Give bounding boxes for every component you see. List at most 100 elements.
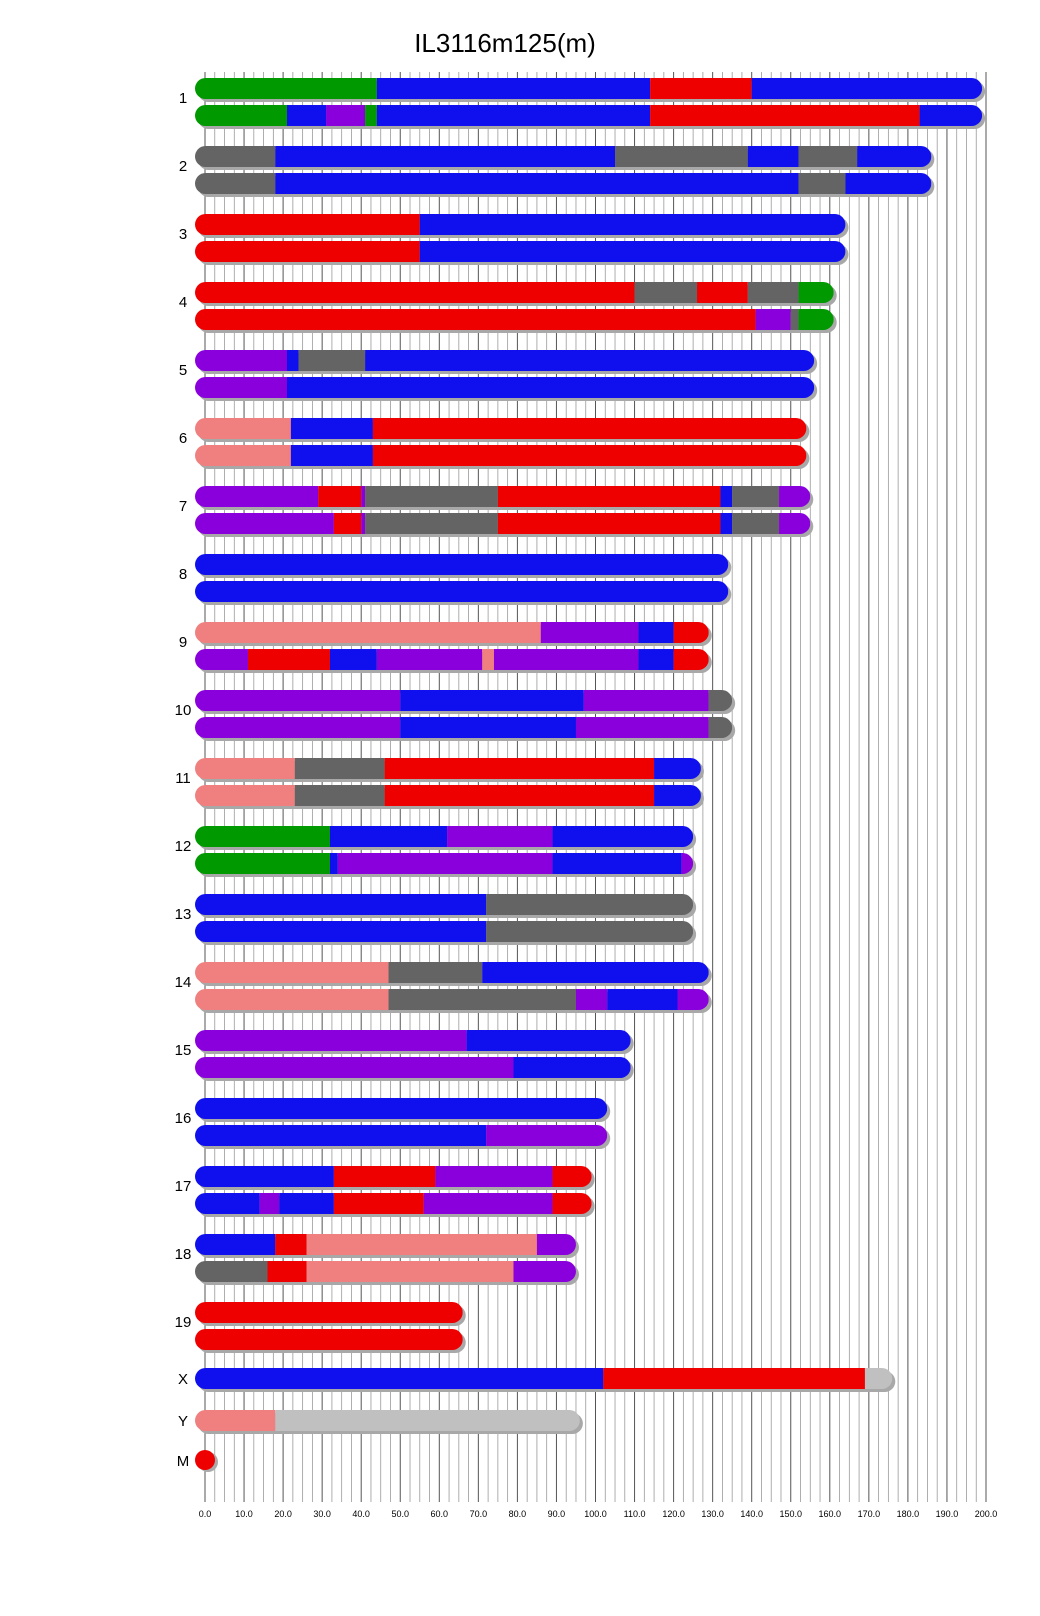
chromosome-segment bbox=[466, 1030, 631, 1051]
chromosome-segment bbox=[195, 282, 635, 303]
chromosome-segment bbox=[583, 690, 709, 711]
chromosome-segment bbox=[195, 309, 756, 330]
chromosome-segment bbox=[275, 173, 799, 194]
chromosome-segment bbox=[195, 581, 729, 602]
haplotype-2-2 bbox=[195, 173, 932, 194]
chromosome-segment bbox=[195, 105, 288, 126]
x-tick-label: 20.0 bbox=[274, 1509, 292, 1519]
haplotype-15-2 bbox=[195, 1057, 631, 1078]
chromosome-segment bbox=[384, 785, 655, 806]
chromosome-segment bbox=[400, 717, 576, 738]
haplotype-9-1 bbox=[195, 622, 709, 643]
chromosome-segment bbox=[247, 649, 330, 670]
chromosome-segment bbox=[195, 989, 389, 1010]
chromosome-segment bbox=[779, 513, 811, 534]
chromosome-segment bbox=[333, 513, 362, 534]
chromosome-segment bbox=[419, 214, 846, 235]
chromosome-segment bbox=[195, 241, 420, 262]
chromosome-segment bbox=[435, 1166, 553, 1187]
haplotype-12-1 bbox=[195, 826, 694, 847]
chromosome-segment bbox=[376, 105, 651, 126]
chromosome-segment bbox=[195, 1368, 604, 1389]
chromosome-segment bbox=[423, 1193, 553, 1214]
chromosome-segment bbox=[552, 1193, 592, 1214]
haplotype-11-2 bbox=[195, 785, 701, 806]
x-tick-label: 180.0 bbox=[897, 1509, 920, 1519]
chromosome-segment bbox=[552, 853, 682, 874]
chromosome-segment bbox=[388, 962, 483, 983]
haplotype-15-1 bbox=[195, 1030, 631, 1051]
haplotype-8-2 bbox=[195, 581, 729, 602]
haplotype-3-2 bbox=[195, 241, 846, 262]
chromosome-segment bbox=[575, 989, 608, 1010]
chromosome-segment bbox=[195, 1125, 487, 1146]
haplotype-6-1 bbox=[195, 418, 807, 439]
chromosome-segment bbox=[654, 758, 701, 779]
chromosome-label-13: 13 bbox=[175, 906, 192, 923]
chromosome-segment bbox=[195, 350, 288, 371]
chromosome-segment bbox=[195, 785, 295, 806]
chromosome-segment bbox=[195, 1193, 260, 1214]
chromosome-segment bbox=[279, 1193, 334, 1214]
chromosome-segment bbox=[195, 1302, 463, 1323]
chromosome-segment bbox=[329, 649, 377, 670]
haplotype-5-2 bbox=[195, 377, 815, 398]
chromosome-label-17: 17 bbox=[175, 1178, 192, 1195]
chromosome-segment bbox=[845, 173, 932, 194]
chromosome-segment bbox=[677, 989, 709, 1010]
chromosome-segment bbox=[195, 146, 276, 167]
chromosome-segment bbox=[798, 173, 846, 194]
chromosome-segment bbox=[447, 826, 553, 847]
chromosome-segment bbox=[195, 690, 401, 711]
chromosome-segment bbox=[864, 1368, 893, 1389]
haplotype-9-2 bbox=[195, 649, 709, 670]
chromosome-segment bbox=[195, 1166, 334, 1187]
chromosome-segment bbox=[195, 1329, 463, 1350]
haplotype-8-1 bbox=[195, 554, 729, 575]
chromosome-segment bbox=[195, 445, 291, 466]
haplotype-13-2 bbox=[195, 921, 694, 942]
chromosome-segment bbox=[513, 1057, 631, 1078]
chromosome-segment bbox=[552, 1166, 592, 1187]
x-tick-label: 0.0 bbox=[199, 1509, 212, 1519]
haplotype-16-1 bbox=[195, 1098, 608, 1119]
chromosome-segment bbox=[365, 350, 815, 371]
chromosome-segment bbox=[329, 853, 338, 874]
chromosome-segment bbox=[638, 622, 674, 643]
haplotype-17-2 bbox=[195, 1193, 592, 1214]
haplotype-11-1 bbox=[195, 758, 701, 779]
x-tick-label: 60.0 bbox=[431, 1509, 449, 1519]
haplotype-7-1 bbox=[195, 486, 811, 507]
chromosome-segment bbox=[650, 78, 752, 99]
chromosome-segment bbox=[486, 921, 694, 942]
chromosome-segment bbox=[195, 173, 276, 194]
haplotype-4-2 bbox=[195, 309, 834, 330]
x-tick-label: 70.0 bbox=[470, 1509, 488, 1519]
chromosome-segment bbox=[681, 853, 694, 874]
chromosome-segment bbox=[482, 649, 494, 670]
chromosome-segment bbox=[195, 1030, 467, 1051]
haplotype-19-1 bbox=[195, 1302, 463, 1323]
chromosome-segment bbox=[298, 350, 366, 371]
chromosome-segment bbox=[607, 989, 678, 1010]
chromosome-segment bbox=[615, 146, 748, 167]
chromosome-segment bbox=[306, 1234, 537, 1255]
chromosome-segment bbox=[857, 146, 932, 167]
chromosome-label-11: 11 bbox=[175, 770, 191, 787]
chromosome-segment bbox=[365, 486, 498, 507]
chromosome-segment bbox=[497, 486, 721, 507]
x-tick-label: 40.0 bbox=[352, 1509, 370, 1519]
chromosome-segment bbox=[798, 309, 834, 330]
chart-title: IL3116m125(m) bbox=[414, 28, 596, 58]
chromosome-segment bbox=[195, 486, 319, 507]
chromosome-segment bbox=[779, 486, 811, 507]
chromosome-segment bbox=[400, 690, 584, 711]
chromosome-segment bbox=[195, 622, 541, 643]
x-tick-label: 140.0 bbox=[740, 1509, 763, 1519]
chromosome-label-14: 14 bbox=[175, 974, 192, 991]
chromosome-segment bbox=[195, 554, 729, 575]
x-tick-label: 120.0 bbox=[662, 1509, 685, 1519]
x-tick-label: 130.0 bbox=[701, 1509, 724, 1519]
chromosome-segment bbox=[318, 486, 362, 507]
